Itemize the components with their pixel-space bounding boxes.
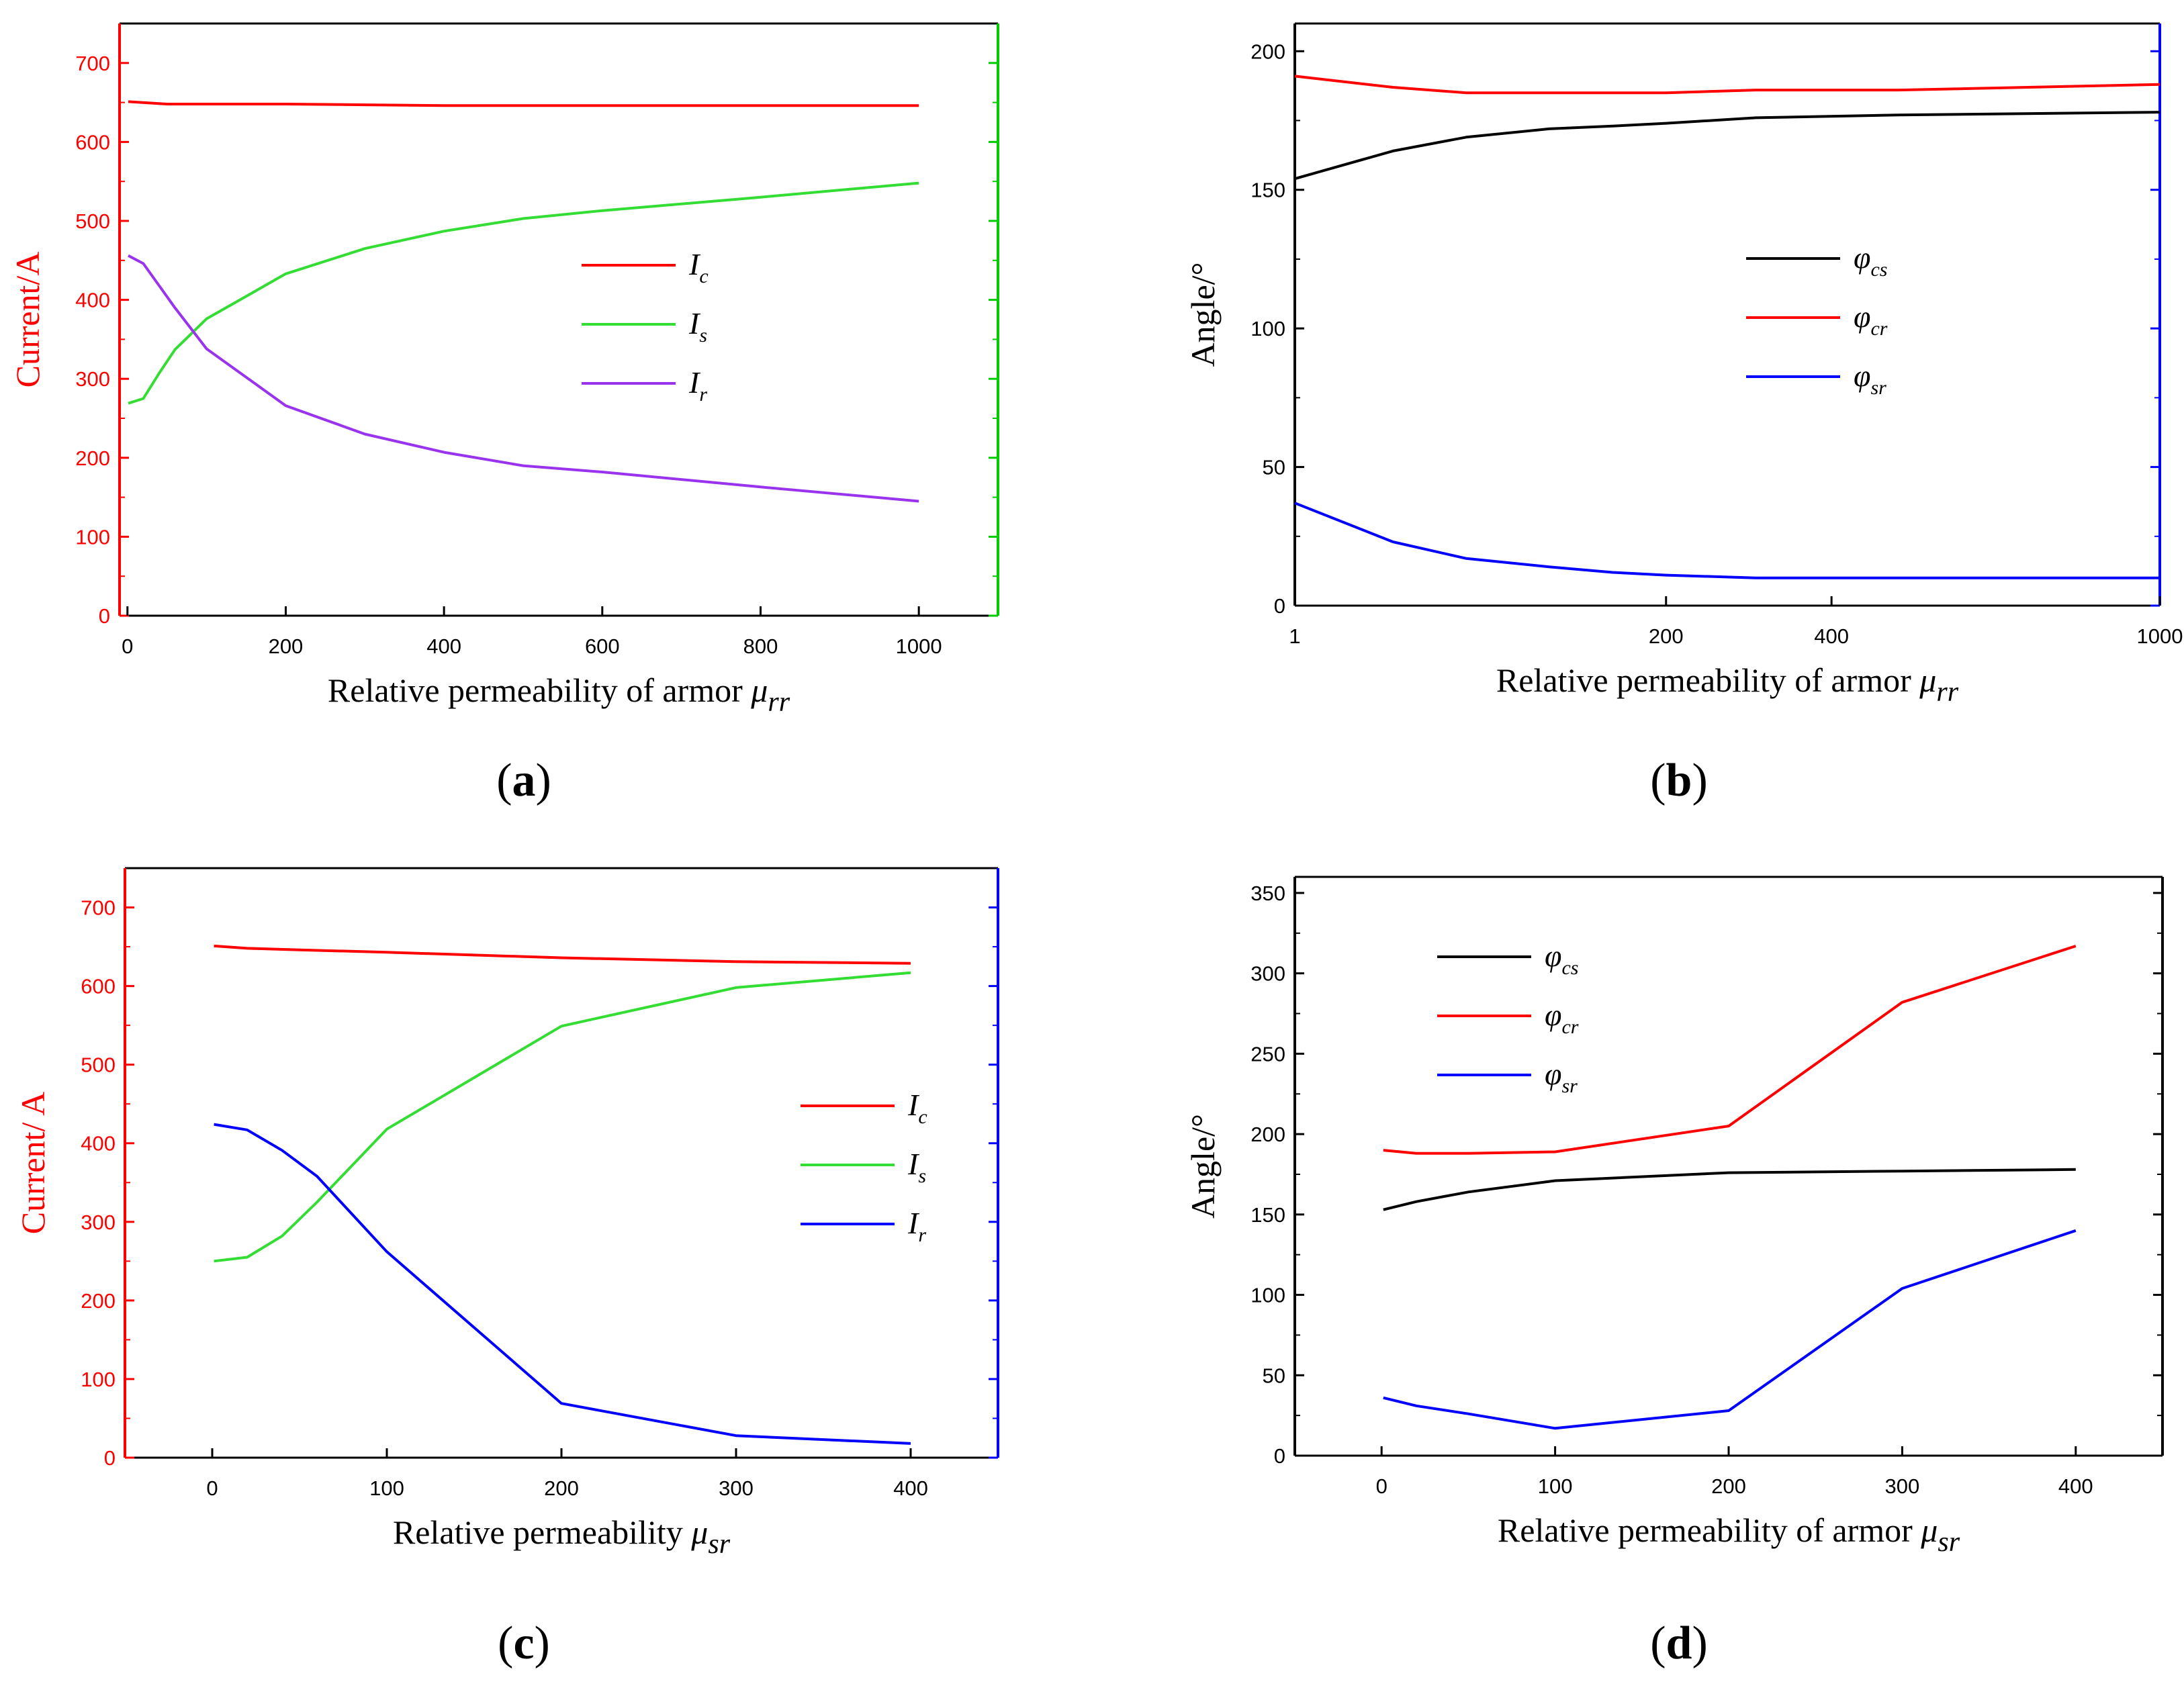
series-line-I-c (128, 100, 919, 107)
x-tick-label: 600 (585, 634, 620, 658)
legend-entry: φsr (1545, 1057, 1578, 1097)
y-axis-label: Angle/° (1184, 1114, 1222, 1219)
x-tick-label: 300 (719, 1476, 754, 1500)
x-axis-label: Relative permeability of armor μrr (328, 671, 790, 718)
y-tick-label: 100 (81, 1368, 116, 1391)
x-tick-label: 400 (2058, 1474, 2093, 1498)
x-tick-label: 1 (1289, 624, 1300, 648)
panel-label: (c) (498, 1617, 550, 1669)
x-tick-label: 400 (1814, 624, 1849, 648)
panel-label: (d) (1650, 1617, 1708, 1669)
y-tick-label: 600 (81, 975, 116, 998)
y-tick-label: 100 (75, 525, 110, 549)
panel-label: (a) (496, 755, 551, 806)
y-tick-label: 150 (1250, 179, 1285, 202)
x-tick-label: 100 (369, 1476, 404, 1500)
series-line-phi-sr (1294, 502, 2160, 579)
y-tick-label: 0 (99, 604, 110, 628)
series-line-I-r (214, 1123, 911, 1445)
y-tick-label: 300 (81, 1211, 116, 1234)
x-axis-label: Relative permeability of armor μrr (1496, 661, 1959, 708)
y-tick-label: 200 (1250, 40, 1285, 63)
y-tick-label: 600 (75, 130, 110, 154)
y-tick-label: 350 (1250, 882, 1285, 905)
y-tick-label: 250 (1250, 1042, 1285, 1066)
series-line-phi-cs (1383, 1168, 2076, 1211)
y-tick-label: 100 (1250, 317, 1285, 340)
y-axis-label: Angle/° (1184, 262, 1222, 367)
y-tick-label: 200 (75, 446, 110, 470)
legend-entry: φcr (1854, 299, 1888, 340)
x-axis-label: Relative permeability of armor μsr (1498, 1511, 1960, 1558)
x-tick-label: 0 (122, 634, 133, 658)
x-tick-label: 800 (743, 634, 778, 658)
y-tick-label: 300 (1250, 962, 1285, 986)
y-tick-label: 150 (1250, 1203, 1285, 1227)
chart-b: 0 50 100 150 200 1 200 400 1000 Angle/° Relative p… (1184, 22, 2183, 806)
x-tick-label: 300 (1885, 1474, 1920, 1498)
x-axis-label: Relative permeability μsr (393, 1513, 731, 1560)
x-tick-label: 1000 (896, 634, 942, 658)
y-tick-label: 700 (81, 896, 116, 920)
y-tick-label: 400 (75, 289, 110, 312)
chart-c: 0 100 200 300 400 500 600 700 0 100 200 300 400 Curre… (14, 867, 999, 1669)
series-line-I-s (214, 971, 911, 1263)
series-line-phi-cr (1294, 75, 2160, 95)
series-line-I-s (128, 181, 919, 405)
legend-entry: Ic (688, 247, 709, 287)
y-axis-label: Current/ A (14, 1092, 52, 1234)
legend-entry: Ic (907, 1088, 927, 1128)
y-tick-label: 200 (81, 1289, 116, 1313)
y-tick-label: 300 (75, 367, 110, 391)
chart-d: 0 50 100 150 200 250 300 350 0 100 200 300 400 Angle/… (1184, 876, 2164, 1669)
series-line-I-r (128, 254, 919, 503)
y-tick-label: 500 (75, 209, 110, 233)
legend-entry: φsr (1854, 359, 1886, 399)
series-line-phi-cr (1383, 945, 2077, 1155)
x-tick-label: 200 (1711, 1474, 1746, 1498)
y-tick-label: 700 (75, 52, 110, 75)
x-tick-label: 400 (893, 1476, 928, 1500)
x-tick-label: 200 (269, 634, 304, 658)
y-tick-label: 50 (1263, 456, 1285, 479)
legend-entry: Ir (688, 365, 707, 406)
series-line-I-c (214, 944, 911, 965)
x-tick-label: 1000 (2137, 624, 2183, 648)
x-tick-label: 100 (1538, 1474, 1573, 1498)
series-line-phi-cs (1294, 111, 2160, 181)
panel-label: (b) (1650, 755, 1708, 806)
chart-a: 0 100 200 300 400 500 600 700 0 200 400 600 800 1000 C… (9, 22, 999, 806)
x-tick-label: 400 (426, 634, 461, 658)
y-tick-label: 0 (1274, 1444, 1285, 1468)
y-axis-label: Current/A (9, 252, 46, 388)
y-tick-label: 400 (81, 1132, 116, 1156)
y-tick-label: 0 (1274, 594, 1285, 618)
legend-entry: Is (688, 306, 707, 346)
y-tick-label: 50 (1263, 1364, 1285, 1387)
legend-entry: φcr (1545, 998, 1579, 1038)
x-tick-label: 200 (544, 1476, 579, 1500)
x-tick-label: 0 (206, 1476, 218, 1500)
y-tick-label: 100 (1250, 1284, 1285, 1307)
x-tick-label: 0 (1376, 1474, 1387, 1498)
legend-entry: φcs (1545, 939, 1578, 979)
legend-entry: φcs (1854, 240, 1887, 281)
y-tick-label: 200 (1250, 1123, 1285, 1146)
series-line-phi-sr (1383, 1229, 2077, 1430)
legend-entry: Ir (907, 1206, 926, 1246)
y-tick-label: 0 (104, 1446, 116, 1470)
x-tick-label: 200 (1649, 624, 1684, 648)
legend-entry: Is (907, 1147, 926, 1187)
y-tick-label: 500 (81, 1053, 116, 1077)
